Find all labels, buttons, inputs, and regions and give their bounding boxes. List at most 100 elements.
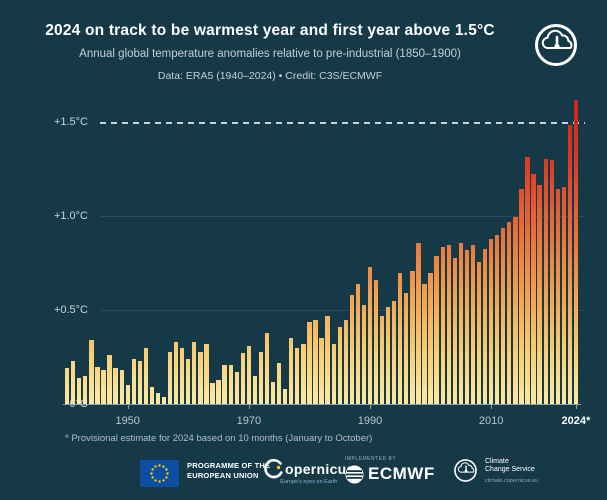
programme-line1: PROGRAMME OF THE <box>187 461 271 470</box>
page-title: 2024 on track to be warmest year and fir… <box>45 22 495 39</box>
bar-1993 <box>386 306 391 404</box>
bar-1982 <box>319 338 324 404</box>
bar-1952 <box>137 360 142 404</box>
bar-2012 <box>501 227 506 404</box>
bar-1950 <box>125 385 130 404</box>
x-tick-label-1970: 1970 <box>236 415 262 427</box>
bar-1954 <box>149 387 155 404</box>
gridline-1-0 <box>100 216 585 217</box>
bar-1965 <box>216 379 221 404</box>
x-tick-label-1990: 1990 <box>357 415 383 427</box>
x-tick-label-1950: 1950 <box>115 415 140 427</box>
bar-1980 <box>307 321 312 404</box>
bar-2016 <box>525 156 530 404</box>
x-tick-1990 <box>370 405 371 409</box>
bar-2020 <box>549 160 554 404</box>
bar-2003 <box>446 244 451 404</box>
bar-1976 <box>283 389 288 404</box>
bar-1997 <box>410 270 415 404</box>
bar-1961 <box>192 342 197 404</box>
bar-1946 <box>101 370 106 404</box>
footer-logo-strip: PROGRAMME OF THE EUROPEAN UNION opernicu… <box>0 452 607 498</box>
bar-1983 <box>325 315 330 404</box>
bar-1949 <box>119 370 124 404</box>
ecmwf-emblem-icon <box>345 465 364 483</box>
programme-line2: EUROPEAN UNION <box>187 470 259 480</box>
bar-1953 <box>143 347 149 404</box>
bar-1985 <box>337 327 342 404</box>
footnote: * Provisional estimate for 2024 based on… <box>65 433 373 444</box>
bar-2002 <box>440 246 445 404</box>
bar-2000 <box>428 272 433 404</box>
bar-1945 <box>95 366 100 404</box>
bar-1988 <box>355 284 361 404</box>
bar-1943 <box>83 375 88 404</box>
y-label-1-0: +1.0°C <box>53 210 88 222</box>
bar-1956 <box>161 396 167 404</box>
x-tick-1970 <box>248 405 250 409</box>
bar-1948 <box>113 368 118 404</box>
bar-1992 <box>379 315 385 404</box>
bar-1973 <box>264 332 270 404</box>
ecmwf-wordmark: ECMWF <box>368 464 435 483</box>
bar-1995 <box>398 272 403 404</box>
bar-1990 <box>367 267 373 404</box>
bar-2004 <box>452 257 457 404</box>
bar-1941 <box>71 360 76 404</box>
c3s-service-name: Climate Change Service <box>485 458 538 475</box>
bar-1940 <box>65 368 70 404</box>
c3s-url: climate.copernicus.eu <box>485 477 539 484</box>
climate-change-service-logo: Climate Change Service climate.copernicu… <box>452 457 538 484</box>
bar-1947 <box>107 355 112 404</box>
bar-1957 <box>167 351 173 404</box>
bar-1996 <box>404 293 409 404</box>
c3s-footer-icon <box>454 459 477 482</box>
bar-1968 <box>234 372 239 404</box>
x-axis-line <box>63 404 581 405</box>
bar-1975 <box>277 362 282 404</box>
bar-1967 <box>228 364 233 404</box>
bar-1942 <box>77 377 82 404</box>
bar-2024 <box>573 100 579 404</box>
bar-1971 <box>252 375 258 404</box>
bar-1970 <box>246 345 251 404</box>
bar-1972 <box>258 351 264 404</box>
bar-2022 <box>561 186 566 404</box>
bar-2008 <box>476 261 482 404</box>
data-credit-line: Data: ERA5 (1940–2024) • Credit: C3S/ECM… <box>157 70 383 82</box>
bar-1999 <box>422 284 427 404</box>
bar-1959 <box>180 347 185 404</box>
bar-2006 <box>464 250 470 404</box>
bar-2005 <box>458 242 463 404</box>
bar-2017 <box>531 173 536 404</box>
bar-1966 <box>222 364 227 404</box>
gridline-0-5 <box>100 310 585 311</box>
copernicus-logo: opernicus Europe's eyes on Earth <box>263 458 355 485</box>
x-tick-label-2010: 2010 <box>478 415 504 427</box>
c3s-line2: Change Service <box>485 466 535 473</box>
bar-1974 <box>270 381 276 404</box>
bar-1958 <box>174 342 179 404</box>
bar-1979 <box>301 344 306 404</box>
x-tick-2010 <box>491 405 493 409</box>
implemented-by-label: IMPLEMENTED BY <box>345 456 397 462</box>
bar-2015 <box>519 188 524 404</box>
bar-1944 <box>89 340 94 404</box>
bar-1963 <box>204 344 209 404</box>
bar-1998 <box>416 242 421 404</box>
copernicus-tagline: Europe's eyes on Earth <box>280 479 338 485</box>
ecmwf-logo: IMPLEMENTED BY ECMWF <box>345 456 435 484</box>
bar-1989 <box>361 304 367 404</box>
bar-1984 <box>331 344 336 404</box>
bar-1994 <box>392 300 397 404</box>
bar-1981 <box>313 319 318 404</box>
bar-2007 <box>470 244 476 404</box>
x-tick-label-2024: 2024* <box>561 415 591 427</box>
bar-1955 <box>155 392 161 404</box>
bar-2018 <box>537 184 542 404</box>
c3s-cloud-thermometer-icon <box>531 20 581 70</box>
x-tick-2024 <box>575 405 577 409</box>
bar-2010 <box>488 239 494 404</box>
y-label-1-5: +1.5°C <box>53 116 88 128</box>
